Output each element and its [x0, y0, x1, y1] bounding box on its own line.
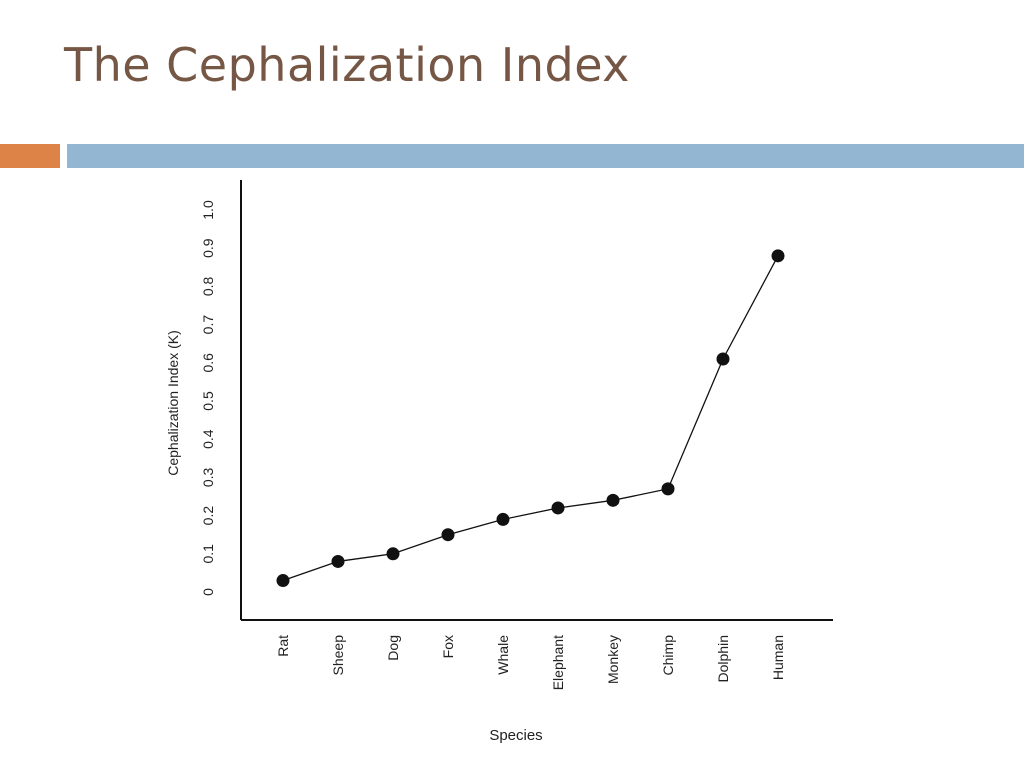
- y-tick-label: 0.8: [200, 276, 216, 296]
- y-tick-label: 0: [200, 588, 216, 596]
- y-tick-label: 0.6: [200, 353, 216, 373]
- y-tick-labels: 0 0.1 0.2 0.3 0.4 0.5 0.6 0.7 0.8 0.9 1.0: [200, 200, 216, 596]
- data-point: [276, 574, 290, 588]
- data-point: [386, 547, 400, 561]
- slide-title: The Cephalization Index: [64, 38, 630, 92]
- accent-bar-blue: [67, 144, 1024, 168]
- y-tick-label: 0.9: [200, 238, 216, 258]
- y-axis-label: Cephalization Index (K): [165, 330, 181, 476]
- x-tick-label: Whale: [495, 635, 511, 675]
- x-tick-label: Fox: [440, 635, 456, 658]
- y-tick-label: 0.1: [200, 544, 216, 564]
- series-cephalization: [276, 249, 785, 588]
- accent-bar-orange: [0, 144, 60, 168]
- x-axis-label: Species: [489, 727, 542, 744]
- y-tick-label: 0.7: [200, 315, 216, 335]
- y-tick-label: 0.5: [200, 391, 216, 411]
- data-point: [331, 554, 345, 568]
- x-tick-label: Dolphin: [715, 635, 731, 682]
- y-tick-label: 0.3: [200, 467, 216, 487]
- data-point: [441, 528, 455, 542]
- chart-axes: [240, 180, 833, 621]
- x-tick-label: Dog: [385, 635, 401, 661]
- y-tick-label: 0.2: [200, 506, 216, 526]
- x-tick-label: Sheep: [330, 635, 346, 676]
- series-line: [282, 255, 779, 582]
- data-point: [606, 493, 620, 507]
- data-point: [551, 501, 565, 515]
- x-tick-labels: Rat Sheep Dog Fox Whale Elephant Monkey Chimp Do…: [275, 635, 786, 690]
- x-tick-label: Human: [770, 635, 786, 680]
- y-tick-label: 0.4: [200, 429, 216, 449]
- x-tick-label: Rat: [275, 635, 291, 657]
- data-point: [661, 482, 675, 496]
- y-tick-label: 1.0: [200, 200, 216, 220]
- x-tick-label: Monkey: [605, 635, 621, 684]
- x-tick-label: Chimp: [660, 635, 676, 676]
- data-point: [496, 512, 510, 526]
- data-point: [771, 249, 785, 263]
- data-point: [716, 352, 730, 366]
- x-tick-label: Elephant: [550, 635, 566, 690]
